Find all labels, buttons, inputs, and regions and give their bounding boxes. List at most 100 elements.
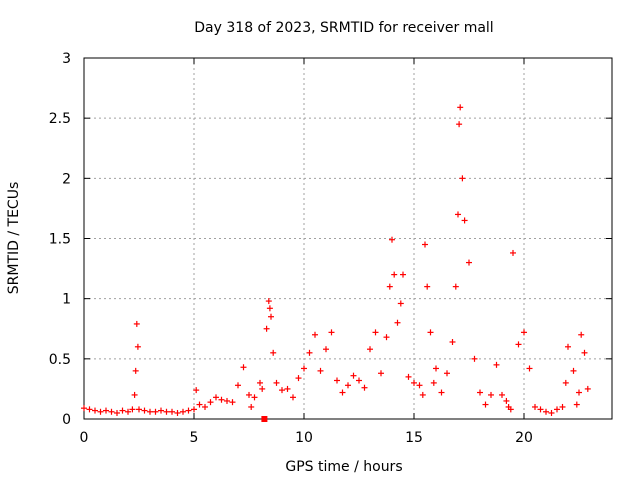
- data-point: [317, 367, 324, 374]
- grid: [84, 58, 612, 419]
- data-point: [133, 320, 140, 327]
- data-point: [488, 391, 494, 398]
- data-point: [433, 365, 439, 372]
- data-point: [391, 271, 398, 278]
- data-point: [251, 394, 258, 401]
- y-axis-label: SRMTID / TECUs: [6, 182, 22, 295]
- data-point: [367, 346, 373, 353]
- data-point: [554, 406, 560, 413]
- data-point: [449, 338, 456, 345]
- data-point: [218, 396, 225, 403]
- data-point: [397, 300, 404, 307]
- y-tick-label: 0.5: [49, 352, 71, 368]
- data-point: [185, 407, 192, 414]
- x-axis-label: GPS time / hours: [285, 459, 402, 475]
- data-point: [257, 379, 263, 386]
- data-point: [521, 329, 527, 336]
- data-point: [576, 389, 582, 396]
- data-point: [259, 385, 266, 392]
- y-tick-label: 3: [62, 51, 71, 67]
- data-point: [193, 387, 200, 394]
- data-point: [141, 407, 148, 414]
- x-tick-label: 20: [515, 430, 533, 446]
- data-point: [270, 349, 277, 356]
- x-tick-label: 0: [80, 430, 89, 446]
- data-point: [430, 379, 437, 386]
- y-tick-label: 2: [62, 171, 71, 187]
- data-point: [229, 399, 236, 406]
- data-point: [86, 406, 93, 413]
- data-point: [202, 403, 208, 410]
- data-point: [301, 365, 307, 372]
- data-point: [424, 283, 431, 290]
- data-point: [108, 408, 115, 415]
- data-point: [400, 271, 406, 278]
- data-point: [427, 329, 434, 336]
- y-tick-label: 0: [62, 412, 71, 428]
- data-point: [339, 389, 346, 396]
- data-point: [129, 406, 136, 413]
- data-point: [378, 370, 384, 377]
- data-point: [394, 319, 401, 326]
- data-point: [334, 377, 340, 384]
- plot-frame: [83, 57, 613, 420]
- data-point: [477, 389, 483, 396]
- data-point: [103, 407, 109, 414]
- data-point: [312, 331, 318, 338]
- data-point: [416, 382, 423, 389]
- data-point: [526, 365, 533, 372]
- data-point: [581, 349, 588, 356]
- data-point: [207, 399, 214, 406]
- data-point: [81, 405, 87, 412]
- data-point: [482, 401, 489, 408]
- data-point: [419, 391, 426, 398]
- data-point: [196, 401, 203, 408]
- data-point: [246, 391, 252, 398]
- data-point: [147, 408, 153, 415]
- data-point: [119, 407, 126, 414]
- data-point: [97, 408, 104, 415]
- data-point: [548, 409, 555, 416]
- data-point: [134, 343, 141, 350]
- data-point: [452, 283, 459, 290]
- data-point: [224, 397, 230, 404]
- data-point: [503, 397, 510, 404]
- data-point: [532, 403, 538, 410]
- data-point: [273, 379, 280, 386]
- x-tick-label: 15: [405, 430, 423, 446]
- data-point: [459, 175, 466, 182]
- data-point: [562, 379, 569, 386]
- extra-marker: [261, 416, 268, 422]
- data-point: [444, 370, 450, 377]
- data-point: [493, 361, 500, 368]
- data-point: [114, 409, 120, 416]
- data-point: [543, 408, 549, 415]
- data-point: [136, 406, 142, 413]
- data-point: [573, 401, 580, 408]
- data-point: [456, 121, 463, 128]
- data-point: [559, 403, 566, 410]
- data-point: [471, 355, 478, 362]
- data-point: [405, 373, 412, 380]
- data-point: [132, 367, 139, 374]
- data-point: [328, 329, 335, 336]
- data-point: [290, 394, 296, 401]
- data-point: [411, 379, 417, 386]
- data-point: [578, 331, 585, 338]
- data-point: [438, 389, 445, 396]
- data-point: [295, 375, 302, 382]
- data-point: [565, 343, 571, 350]
- data-point: [174, 409, 181, 416]
- data-point: [152, 408, 159, 415]
- data-point: [268, 313, 274, 320]
- data-point: [265, 298, 272, 305]
- data-point: [180, 408, 186, 415]
- data-point: [92, 407, 98, 414]
- y-tick-label: 2.5: [49, 111, 71, 127]
- data-point: [383, 334, 390, 341]
- data-point: [191, 406, 197, 413]
- data-point: [345, 382, 351, 389]
- data-point: [266, 305, 273, 312]
- data-point: [125, 408, 131, 415]
